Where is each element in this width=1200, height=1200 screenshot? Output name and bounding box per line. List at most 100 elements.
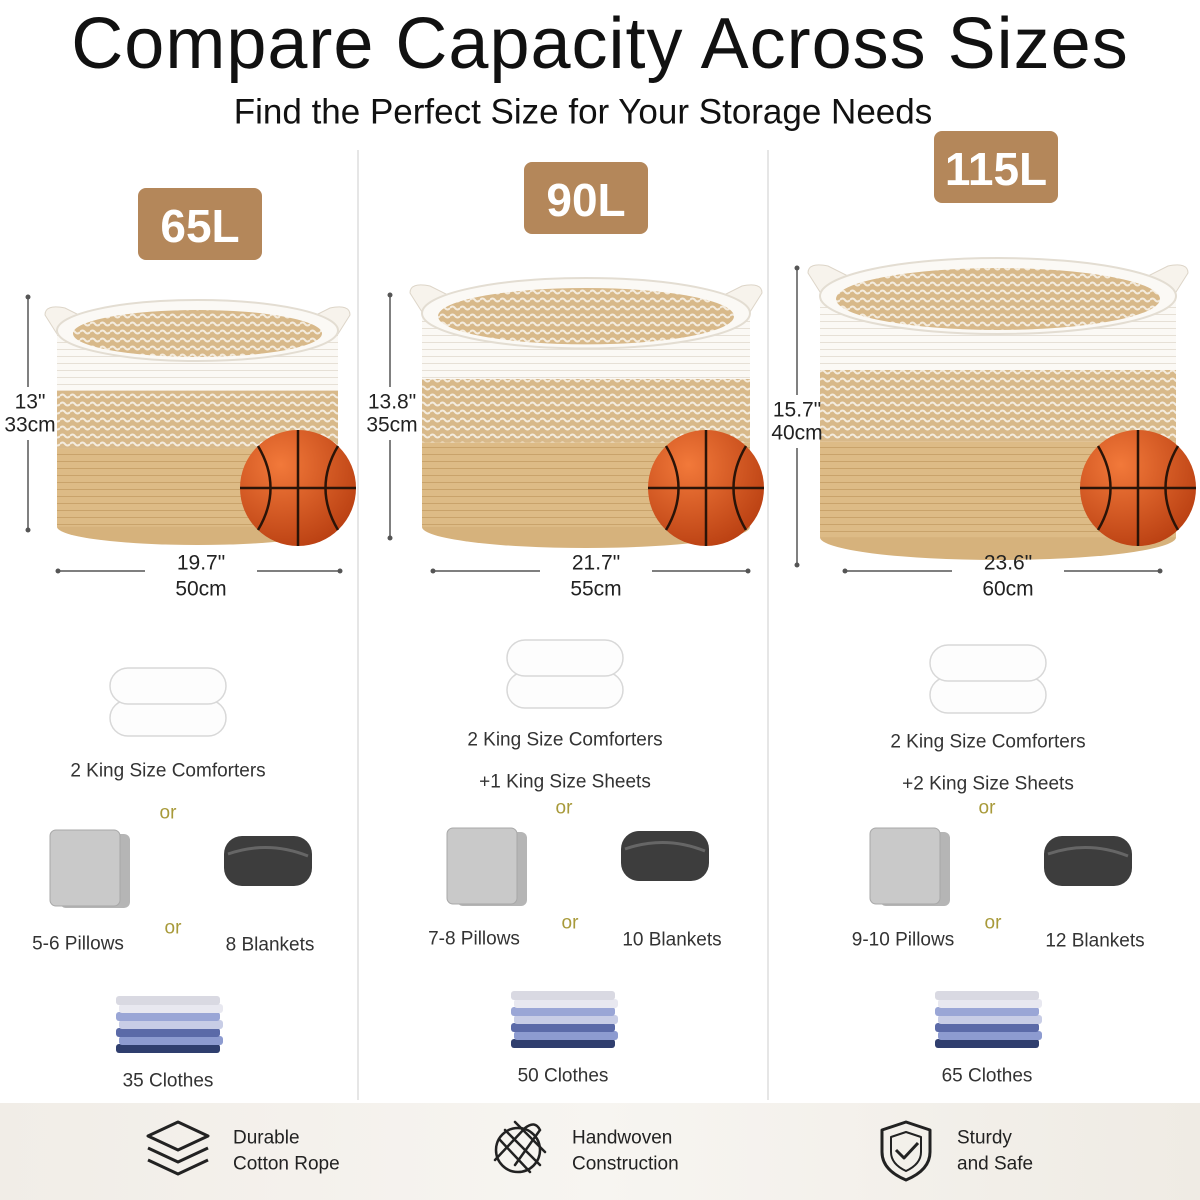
clothes-label: 35 Clothes: [122, 1070, 214, 1092]
clothes-label: 50 Clothes: [517, 1065, 609, 1087]
folded-shirt: [935, 1007, 1039, 1016]
height-cm: 40cm: [771, 421, 823, 445]
capacity-badge: [138, 188, 262, 260]
clothes-image: [116, 996, 223, 1053]
subtitle: Find the Perfect Size for Your Storage N…: [233, 92, 933, 132]
folded-shirt: [935, 991, 1039, 1000]
seam: [1096, 445, 1112, 531]
basket-rope-band: [820, 369, 1176, 442]
capacity-label: 90L: [546, 174, 626, 226]
pillow: [446, 827, 518, 905]
height-cm: 33cm: [4, 413, 56, 437]
capacity-label: 65L: [160, 200, 240, 252]
pillow-image: [49, 829, 130, 908]
feature-text: Cotton Rope: [233, 1153, 340, 1175]
folded-shirt: [938, 1015, 1042, 1024]
blanket-fold: [624, 841, 706, 853]
basket-inside: [836, 268, 1160, 330]
basketball: [1080, 430, 1196, 546]
comforter-image: [109, 667, 227, 737]
pillow: [869, 827, 941, 905]
blanket-image: [621, 831, 709, 881]
basket-inside: [73, 310, 322, 357]
height-inches: 15.7": [772, 398, 822, 422]
feature-text: and Safe: [957, 1153, 1034, 1175]
width-cm: 55cm: [570, 577, 622, 601]
clothes-label: 65 Clothes: [941, 1065, 1033, 1087]
blanket-fold: [227, 846, 309, 858]
feature-text: Sturdy: [957, 1127, 1012, 1149]
folded-shirt: [511, 991, 615, 1000]
folded-shirt: [116, 1044, 220, 1053]
or-label: or: [159, 802, 177, 824]
blanket: [1044, 836, 1132, 886]
seam: [732, 445, 748, 531]
seam: [664, 445, 680, 531]
dot: [55, 568, 61, 574]
or-label: or: [984, 912, 1002, 934]
blanket: [224, 836, 312, 886]
height-cm: 35cm: [366, 413, 418, 437]
blankets-label: 8 Blankets: [225, 934, 315, 956]
clothes-image: [511, 991, 618, 1048]
comforter-image: [506, 639, 624, 709]
or-label: or: [164, 917, 182, 939]
folded-shirt: [511, 1039, 615, 1048]
comforter-image: [929, 644, 1047, 714]
sheets-label: +2 King Size Sheets: [902, 773, 1074, 795]
comforters-label: 2 King Size Comforters: [70, 760, 266, 782]
dot: [387, 292, 393, 298]
comforter: [929, 676, 1047, 714]
seam: [256, 445, 272, 531]
feature-text: Handwoven: [572, 1127, 673, 1149]
shield-icon: [880, 1120, 932, 1182]
or-label: or: [561, 912, 579, 934]
height-inches: 13": [14, 390, 46, 414]
folded-shirt: [511, 1007, 615, 1016]
layers-icon: [146, 1120, 210, 1176]
pillows-label: 9-10 Pillows: [851, 929, 955, 951]
dot: [387, 535, 393, 541]
comforters-label: 2 King Size Comforters: [890, 731, 1086, 753]
folded-shirt: [935, 1023, 1039, 1032]
basketball: [240, 430, 356, 546]
folded-shirt: [511, 1023, 615, 1032]
dot: [1157, 568, 1163, 574]
dot: [794, 562, 800, 568]
folded-shirt: [119, 1020, 223, 1029]
or-label: or: [978, 797, 996, 819]
handle: [1146, 264, 1189, 293]
seam: [324, 445, 340, 531]
folded-shirt: [514, 999, 618, 1008]
folded-shirt: [119, 1036, 223, 1045]
height-inches: 13.8": [367, 390, 417, 414]
pillows-label: 5-6 Pillows: [32, 933, 124, 955]
dot: [25, 527, 31, 533]
comforter: [109, 667, 227, 705]
basketball: [648, 430, 764, 546]
width-inches: 21.7": [571, 551, 621, 575]
basket: [409, 277, 763, 548]
blankets-label: 10 Blankets: [622, 929, 722, 951]
folded-shirt: [514, 1015, 618, 1024]
dot: [430, 568, 436, 574]
pillow: [49, 829, 121, 907]
dot: [745, 568, 751, 574]
width-cm: 50cm: [175, 577, 227, 601]
footer-band: [0, 1103, 1200, 1200]
dot: [842, 568, 848, 574]
folded-shirt: [938, 999, 1042, 1008]
width-inches: 19.7": [176, 551, 226, 575]
folded-shirt: [116, 1028, 220, 1037]
capacity-badge: [524, 162, 648, 234]
folded-shirt: [116, 996, 220, 1005]
folded-shirt: [119, 1004, 223, 1013]
pillow-image: [869, 827, 950, 906]
comforter: [929, 644, 1047, 682]
hands-icon: [493, 1120, 547, 1174]
pillow-image: [446, 827, 527, 906]
folded-shirt: [935, 1039, 1039, 1048]
blanket: [621, 831, 709, 881]
